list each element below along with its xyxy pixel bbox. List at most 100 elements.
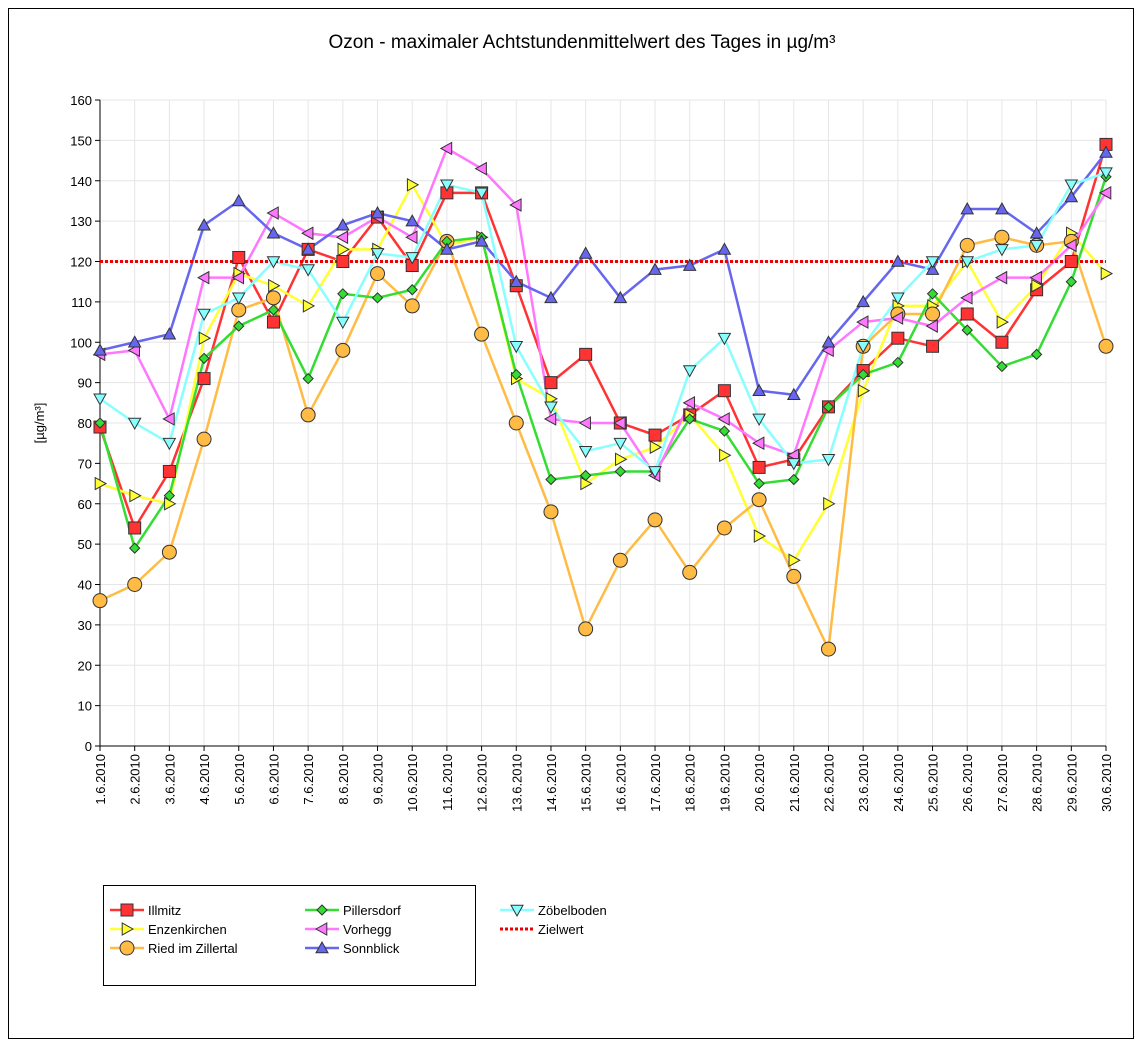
marker [266,206,279,220]
x-tick-label: 22.6.2010 [821,754,836,812]
marker [613,416,626,430]
x-tick-label: 7.6.2010 [301,754,316,805]
marker [648,466,662,479]
legend-label: Pillersdorf [343,903,401,918]
marker [127,417,142,431]
marker [960,290,973,305]
y-tick-label: 40 [78,578,92,593]
marker [302,299,316,313]
marker [1099,145,1113,158]
x-tick-label: 13.6.2010 [509,754,524,812]
x-tick-label: 3.6.2010 [162,754,177,805]
marker [162,464,176,478]
marker [336,255,350,268]
marker [121,922,135,936]
marker [612,552,628,568]
y-tick-label: 10 [78,699,92,714]
marker [233,320,245,332]
marker [370,206,385,219]
legend-label: Zöbelboden [538,903,607,918]
marker [544,401,558,414]
marker [197,308,211,322]
marker [93,343,107,356]
marker [823,496,836,511]
x-tick-label: 15.6.2010 [579,754,594,812]
marker [335,230,349,245]
marker [578,445,593,459]
marker [509,198,522,212]
marker [301,226,314,241]
marker [543,412,557,426]
marker [1029,226,1044,239]
x-tick-label: 2.6.2010 [128,754,143,805]
marker [301,264,315,277]
marker [857,368,869,381]
marker [1029,270,1042,285]
marker [822,401,835,413]
x-tick-label: 26.6.2010 [960,754,975,812]
marker [613,437,628,451]
x-tick-label: 21.6.2010 [787,754,802,812]
x-tick-label: 11.6.2010 [440,754,455,811]
marker [440,179,454,192]
marker [474,326,490,342]
marker [1064,255,1078,268]
marker [439,141,453,156]
marker [994,270,1008,285]
marker [405,230,418,245]
marker [1031,278,1044,293]
x-tick-label: 14.6.2010 [544,754,559,812]
series-line [98,176,1108,552]
y-axis-label: [µg/m³] [32,403,47,444]
marker [231,292,246,305]
marker [752,413,766,426]
marker [335,316,350,330]
x-tick-label: 12.6.2010 [475,754,490,812]
marker [335,218,350,231]
marker [892,356,904,369]
marker [508,415,524,431]
x-tick-label: 30.6.2010 [1099,754,1114,812]
marker [821,335,836,348]
marker [231,193,246,207]
marker [890,311,904,325]
marker [960,256,975,269]
marker [648,262,662,275]
marker [1098,186,1112,200]
marker [265,290,281,306]
marker [820,641,836,657]
marker [996,360,1008,373]
marker [162,437,177,451]
marker [614,465,627,478]
marker [267,304,280,316]
marker [960,307,974,321]
marker [613,290,628,304]
series-line [99,171,1107,474]
marker [719,448,732,463]
marker [337,242,350,257]
marker [406,177,420,192]
marker [1099,167,1113,180]
marker [162,412,175,426]
marker [753,477,765,490]
marker [578,621,594,637]
marker [300,407,316,423]
x-tick-label: 4.6.2010 [197,754,212,805]
marker [786,458,801,471]
legend [103,885,476,986]
y-tick-label: 0 [85,739,92,754]
marker [856,340,871,354]
marker [128,521,142,535]
marker [579,469,592,482]
marker [1064,179,1079,192]
marker [752,460,766,474]
marker [266,315,280,329]
marker [891,254,905,267]
marker [266,256,281,269]
y-tick-label: 140 [70,174,92,189]
marker [647,512,663,528]
x-tick-label: 27.6.2010 [995,754,1010,812]
y-tick-label: 50 [78,537,92,552]
marker [474,187,489,200]
marker [314,922,328,936]
